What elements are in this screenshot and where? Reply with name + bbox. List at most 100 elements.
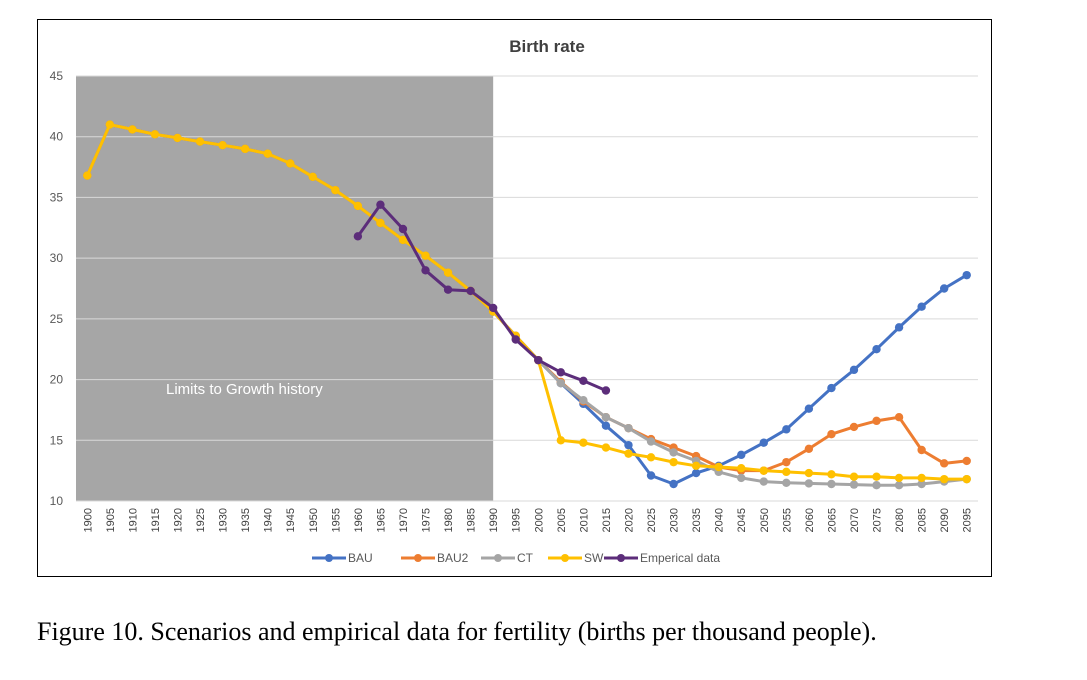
data-point	[872, 481, 881, 490]
data-point	[962, 474, 971, 484]
data-point	[353, 201, 363, 211]
x-tick-label: 2080	[894, 508, 906, 532]
data-point	[579, 438, 588, 447]
data-point	[398, 235, 408, 245]
data-point	[83, 171, 92, 180]
data-point	[240, 144, 250, 154]
data-point	[714, 462, 723, 472]
data-point	[962, 456, 971, 466]
x-tick-label: 2025	[646, 508, 658, 532]
data-point	[894, 481, 904, 490]
data-point	[331, 185, 340, 195]
x-tick-label: 1955	[330, 508, 342, 532]
y-tick-label: 40	[50, 130, 64, 144]
data-point	[939, 459, 949, 468]
data-point	[872, 345, 881, 354]
x-tick-label: 1905	[105, 508, 117, 532]
data-point	[466, 286, 475, 296]
data-point	[286, 159, 295, 168]
data-point	[579, 396, 588, 405]
data-point	[421, 251, 430, 260]
data-point	[601, 386, 611, 395]
data-point	[782, 457, 791, 467]
data-point	[917, 302, 926, 311]
data-point	[782, 425, 791, 434]
x-tick-label: 2065	[826, 508, 838, 532]
data-point	[443, 268, 453, 277]
x-tick-label: 1925	[195, 508, 207, 532]
data-point	[827, 430, 836, 439]
data-point	[601, 413, 611, 422]
x-tick-label: 1970	[398, 508, 410, 532]
y-tick-label: 15	[50, 433, 64, 447]
x-tick-label: 1945	[285, 508, 297, 532]
data-point	[804, 468, 814, 478]
data-point	[939, 284, 949, 293]
x-tick-label: 1950	[308, 508, 320, 532]
y-tick-label: 20	[50, 373, 64, 387]
data-point	[601, 421, 611, 430]
x-tick-label: 1990	[488, 508, 500, 532]
data-point	[669, 448, 678, 457]
x-tick-label: 2035	[691, 508, 703, 532]
figure-caption: Figure 10. Scenarios and empirical data …	[37, 617, 877, 646]
data-point	[556, 379, 566, 388]
data-point	[782, 478, 791, 487]
history-region-label: Limits to Growth history	[166, 381, 323, 398]
data-point	[443, 285, 453, 294]
x-tick-label: 2050	[759, 508, 771, 532]
data-point	[759, 438, 768, 447]
data-point	[849, 422, 859, 432]
data-point	[917, 473, 926, 483]
data-point	[624, 449, 633, 458]
x-tick-label: 1935	[240, 508, 252, 532]
data-point	[872, 472, 881, 481]
x-tick-label: 2010	[578, 508, 590, 532]
data-point	[646, 437, 656, 446]
data-point	[759, 466, 768, 475]
x-tick-label: 2020	[623, 508, 635, 532]
data-point	[894, 473, 904, 483]
data-point	[804, 444, 814, 453]
x-tick-label: 2005	[556, 508, 568, 532]
x-tick-label: 2070	[849, 508, 861, 532]
data-point	[376, 200, 385, 209]
x-tick-label: 2015	[601, 508, 613, 532]
x-tick-label: 2055	[781, 508, 793, 532]
y-tick-label: 30	[50, 251, 64, 265]
data-point	[849, 480, 859, 489]
data-point	[894, 323, 904, 332]
data-point	[421, 266, 430, 275]
data-point	[646, 453, 656, 462]
data-point	[624, 440, 633, 450]
y-tick-label: 10	[50, 494, 64, 508]
legend-marker	[561, 554, 569, 562]
x-tick-label: 1930	[218, 508, 230, 532]
y-tick-label: 35	[50, 190, 64, 204]
x-tick-label: 2040	[714, 508, 726, 532]
x-tick-label: 2075	[872, 508, 884, 532]
x-tick-label: 1915	[150, 508, 162, 532]
x-tick-label: 2045	[736, 508, 748, 532]
data-point	[962, 270, 971, 280]
chart-title: Birth rate	[509, 37, 585, 56]
data-point	[894, 413, 904, 422]
data-point	[488, 303, 498, 313]
data-point	[105, 120, 115, 129]
data-point	[737, 473, 746, 483]
data-point	[263, 149, 272, 158]
data-point	[759, 477, 768, 486]
data-point	[150, 130, 160, 139]
x-tick-label: 2030	[669, 508, 681, 532]
legend-label: Emperical data	[640, 551, 720, 565]
data-point	[218, 141, 227, 150]
x-tick-label: 1920	[172, 508, 184, 532]
data-point	[173, 133, 182, 143]
x-tick-label: 1975	[421, 508, 433, 532]
y-tick-label: 45	[50, 69, 64, 83]
x-tick-label: 2085	[917, 508, 929, 532]
x-tick-label: 2060	[804, 508, 816, 532]
data-point	[872, 416, 881, 426]
x-tick-label: 2090	[939, 508, 951, 532]
data-point	[646, 471, 656, 480]
